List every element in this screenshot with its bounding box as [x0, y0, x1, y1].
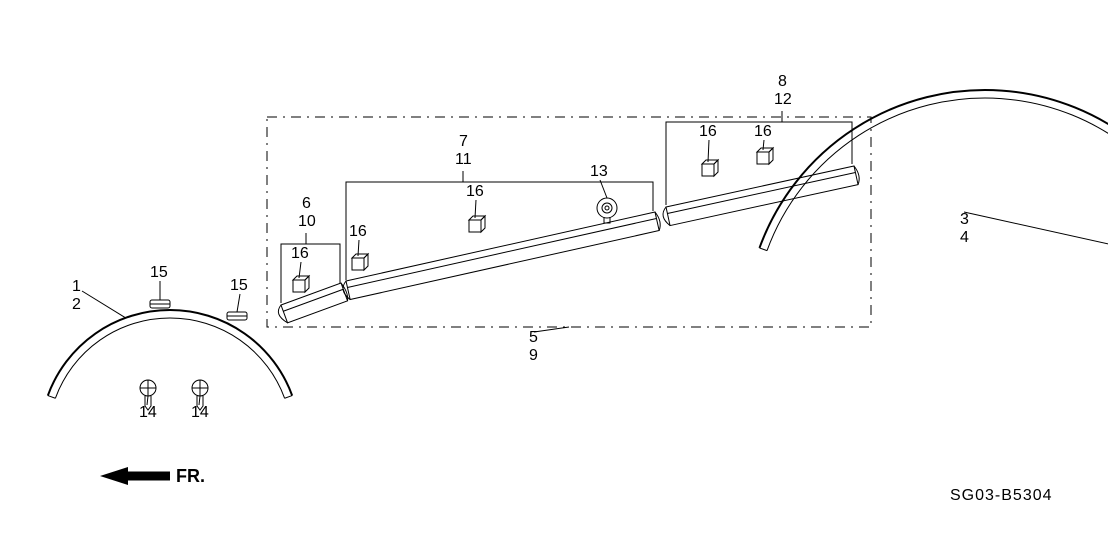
callout-15a: 15 — [150, 264, 168, 281]
callout-9: 9 — [529, 347, 538, 364]
callout-12: 12 — [774, 91, 792, 108]
callout-4: 4 — [960, 229, 969, 246]
callout-14a: 14 — [139, 404, 157, 421]
callout-8: 8 — [778, 73, 787, 90]
callout-15b: 15 — [230, 277, 248, 294]
callout-7: 7 — [459, 133, 468, 150]
callout-13: 13 — [590, 163, 608, 180]
callout-2: 2 — [72, 296, 81, 313]
drawing-code: SG03-B5304 — [950, 487, 1053, 504]
callout-16b: 16 — [349, 223, 367, 240]
callout-14b: 14 — [191, 404, 209, 421]
callout-16c: 16 — [466, 183, 484, 200]
callout-16d: 16 — [699, 123, 717, 140]
callout-16e: 16 — [754, 123, 772, 140]
callout-16a: 16 — [291, 245, 309, 262]
callout-11: 11 — [455, 151, 472, 168]
callout-3: 3 — [960, 211, 969, 228]
callout-6: 6 — [302, 195, 311, 212]
callout-5: 5 — [529, 329, 538, 346]
callout-10: 10 — [298, 213, 316, 230]
svg-text:FR.: FR. — [176, 466, 205, 486]
callout-1: 1 — [72, 278, 81, 295]
